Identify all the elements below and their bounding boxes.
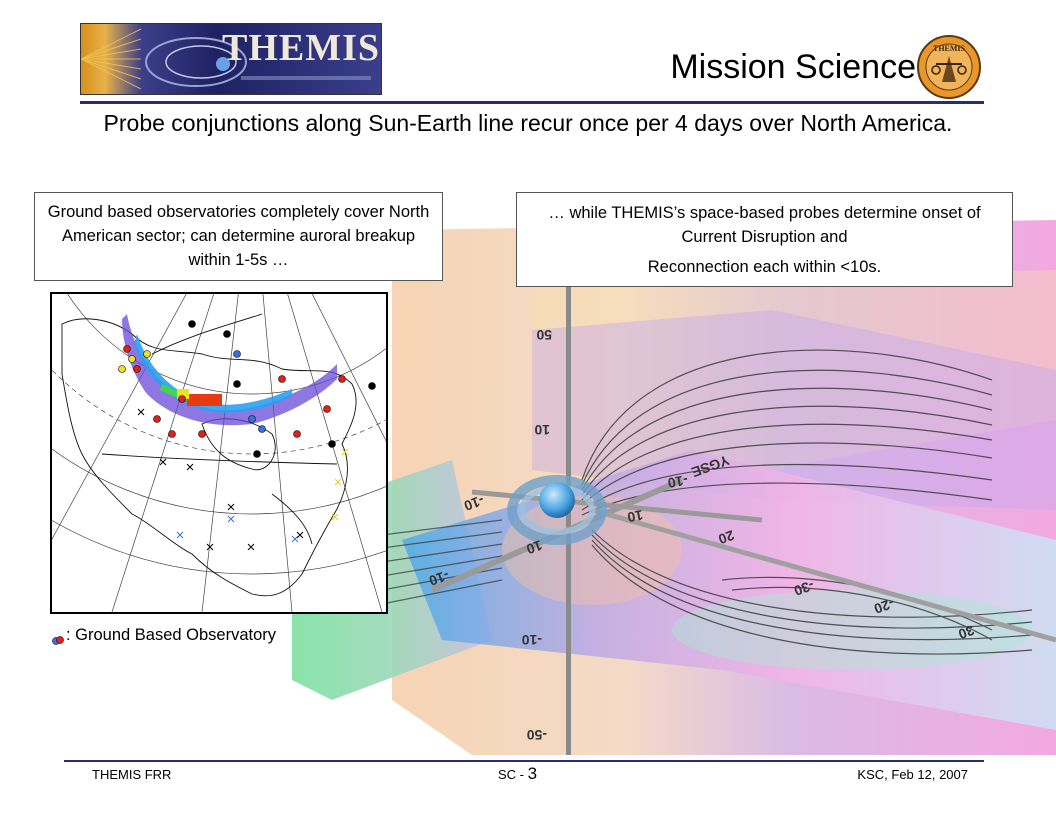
seal-text: THEMIS: [933, 44, 966, 53]
sim-axis-label: -50: [527, 727, 547, 743]
sim-axis-label: -20: [872, 595, 897, 617]
sim-axis-label: 30: [956, 622, 976, 642]
map-legend: : Ground Based Observatory: [52, 624, 276, 646]
ground-observatories-callout: Ground based observatories completely co…: [34, 192, 443, 281]
north-america-observatory-map: [50, 292, 388, 614]
space-callout-text-line1: … while THEMIS’s space-based probes dete…: [548, 204, 981, 246]
observatory-marker-icon: [52, 630, 66, 645]
slide-number-value: 3: [527, 764, 538, 783]
legend-label: : Ground Based Observatory: [66, 626, 277, 644]
sim-axis-label: -10: [427, 567, 452, 589]
logo-graphic: [81, 28, 371, 90]
slide-number-prefix: SC -: [498, 767, 528, 782]
themis-logo-banner: THEMIS: [80, 23, 382, 95]
sim-axis-label: 10: [524, 537, 544, 557]
sim-axis-label: 50: [536, 327, 552, 343]
sim-axis-label: 10: [534, 422, 550, 438]
header-divider: [80, 101, 984, 104]
sim-axis-label: 20: [716, 527, 736, 547]
sim-axis-label: -10: [522, 632, 542, 648]
sim-axis-label: -10: [666, 472, 689, 491]
footer-right-text: KSC, Feb 12, 2007: [857, 767, 968, 782]
ground-callout-text: Ground based observatories completely co…: [47, 203, 430, 269]
page-title: Mission Science: [670, 48, 916, 86]
sim-axis-label: -10: [462, 492, 487, 514]
logo-text: THEMIS: [221, 27, 381, 69]
map-graphic: [52, 294, 386, 612]
footer-divider: [64, 760, 984, 762]
space-probes-callout: … while THEMIS’s space-based probes dete…: [516, 192, 1013, 287]
sim-axis-label: -30: [792, 577, 817, 599]
themis-seal-icon: THEMIS: [917, 35, 981, 99]
slide-number: SC - 3: [498, 764, 537, 784]
footer-left-text: THEMIS FRR: [92, 767, 172, 782]
space-callout-text-line2: Reconnection each within <10s.: [647, 258, 882, 276]
magnetosphere-simulation-figure: 50 10 -10 -50 -10 10 -10 20 -30 -20 30 1…: [292, 220, 1056, 755]
sim-axis-label: 10: [626, 507, 644, 525]
slide-subtitle: Probe conjunctions along Sun-Earth line …: [103, 110, 953, 136]
